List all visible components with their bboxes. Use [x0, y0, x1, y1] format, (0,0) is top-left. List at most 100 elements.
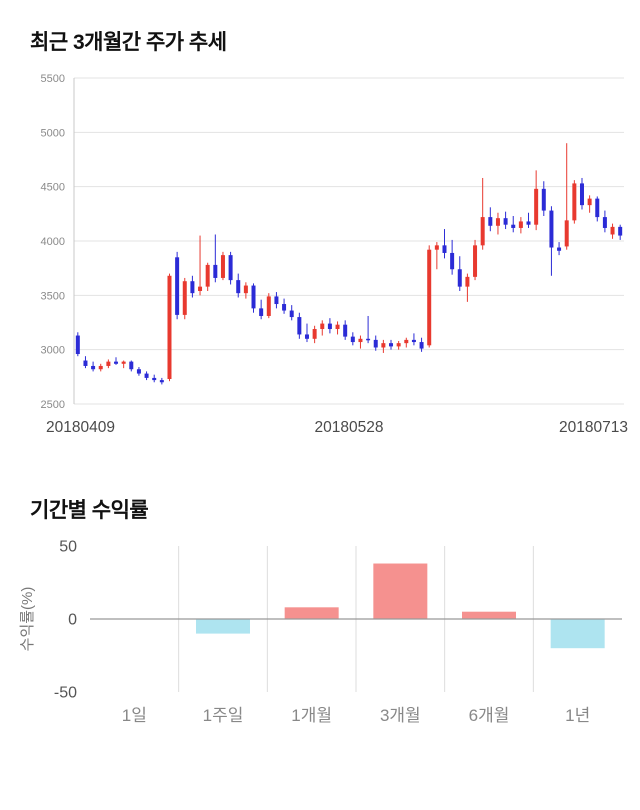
candle-body	[473, 245, 478, 277]
candle-body	[144, 373, 149, 378]
candle-body	[220, 255, 225, 278]
y-tick-label: 5000	[41, 127, 65, 139]
candle-body	[114, 361, 119, 364]
candle-body	[495, 218, 500, 226]
candle-body	[106, 361, 111, 366]
candle-body	[419, 342, 424, 349]
candle-body	[381, 343, 386, 348]
candle-body	[557, 247, 562, 251]
candle-body	[205, 264, 210, 287]
candle-body	[213, 264, 218, 278]
candle-body	[434, 245, 439, 250]
candle-body	[587, 198, 592, 206]
candle-body	[404, 339, 409, 344]
candle-body	[228, 255, 233, 281]
candle-body	[572, 183, 577, 221]
candle-body	[83, 360, 88, 366]
candle-body	[282, 304, 287, 311]
candle-body	[91, 365, 96, 370]
candle-body	[610, 226, 615, 235]
bar	[462, 611, 516, 619]
x-tick-label: 20180528	[315, 419, 384, 436]
candle-body	[327, 323, 332, 330]
candle-body	[259, 308, 264, 316]
candle-body	[350, 336, 355, 343]
candle-body	[442, 245, 447, 253]
price-trend-title: 최근 3개월간 주가 추세	[30, 31, 227, 54]
candle-body	[618, 226, 623, 236]
y-tick-label: 3500	[41, 290, 65, 302]
candle-body	[564, 220, 569, 247]
candle-body	[236, 280, 241, 294]
candle-body	[465, 276, 470, 287]
candle-body	[526, 221, 531, 225]
candle-body	[343, 324, 348, 337]
candle-body	[152, 377, 157, 381]
y-axis-title: 수익률(%)	[19, 587, 36, 652]
candle-body	[121, 361, 126, 364]
candle-body	[175, 257, 180, 315]
candle-body	[198, 286, 203, 291]
candle-body	[243, 285, 248, 294]
candle-body	[182, 281, 187, 315]
candle-body	[579, 183, 584, 206]
y-tick-label: 2500	[41, 399, 65, 411]
returns-chart: -50 0 50 1일 1주일 1개월 3개월 6개월 1년 수익률(%)	[19, 539, 622, 725]
candle-body	[129, 361, 134, 370]
category-label: 1개월	[291, 706, 332, 725]
candle-body	[488, 217, 493, 226]
candle-body	[427, 249, 432, 346]
y-tick-label: 3000	[41, 345, 65, 357]
category-label: 3개월	[380, 706, 421, 725]
candle-body	[366, 338, 371, 341]
candle-body	[389, 343, 394, 347]
candle-body	[312, 329, 317, 339]
x-tick-label: 20180409	[46, 419, 115, 436]
candle-body	[159, 380, 164, 383]
price-chart: 2500 3000 3500 4000 4500 5000 5500 20180409 2018…	[41, 73, 628, 436]
y-tick-label: 4000	[41, 236, 65, 248]
candle-body	[396, 343, 401, 347]
candle-body	[304, 334, 309, 339]
y-tick-label: 0	[68, 612, 77, 629]
candle-body	[167, 275, 172, 380]
candle-body	[480, 217, 485, 246]
candle-body	[358, 338, 363, 343]
candle-body	[373, 339, 378, 348]
candle-body	[595, 198, 600, 218]
candle-body	[251, 285, 256, 309]
y-tick-label: 5500	[41, 73, 65, 85]
bar	[373, 563, 428, 619]
candle-body	[511, 224, 516, 228]
candle-body	[289, 310, 294, 318]
candle-body	[549, 210, 554, 248]
y-tick-label: 50	[59, 539, 77, 556]
bar	[196, 619, 250, 634]
bar	[550, 619, 605, 649]
y-tick-label: 4500	[41, 182, 65, 194]
period-returns-title: 기간별 수익률	[30, 499, 149, 522]
category-label: 1년	[565, 706, 590, 725]
category-label: 6개월	[469, 706, 510, 725]
y-tick-label: -50	[54, 685, 77, 702]
candle-body	[602, 217, 607, 228]
candle-body	[335, 324, 340, 330]
candle-body	[518, 221, 523, 228]
candle-body	[274, 296, 279, 305]
candle-body	[266, 296, 271, 316]
category-label: 1주일	[203, 706, 244, 725]
candle-body	[503, 218, 508, 225]
candle-body	[297, 317, 302, 335]
candle-body	[457, 269, 462, 287]
candle-body	[534, 188, 539, 225]
candle-body	[136, 369, 141, 374]
candle-body	[541, 188, 546, 211]
x-tick-label: 20180713	[559, 419, 628, 436]
bar	[284, 607, 339, 619]
candle-body	[75, 335, 80, 355]
candle-body	[411, 339, 416, 343]
candle-body	[450, 252, 455, 270]
candle-body	[320, 323, 325, 330]
candle-body	[98, 365, 103, 370]
